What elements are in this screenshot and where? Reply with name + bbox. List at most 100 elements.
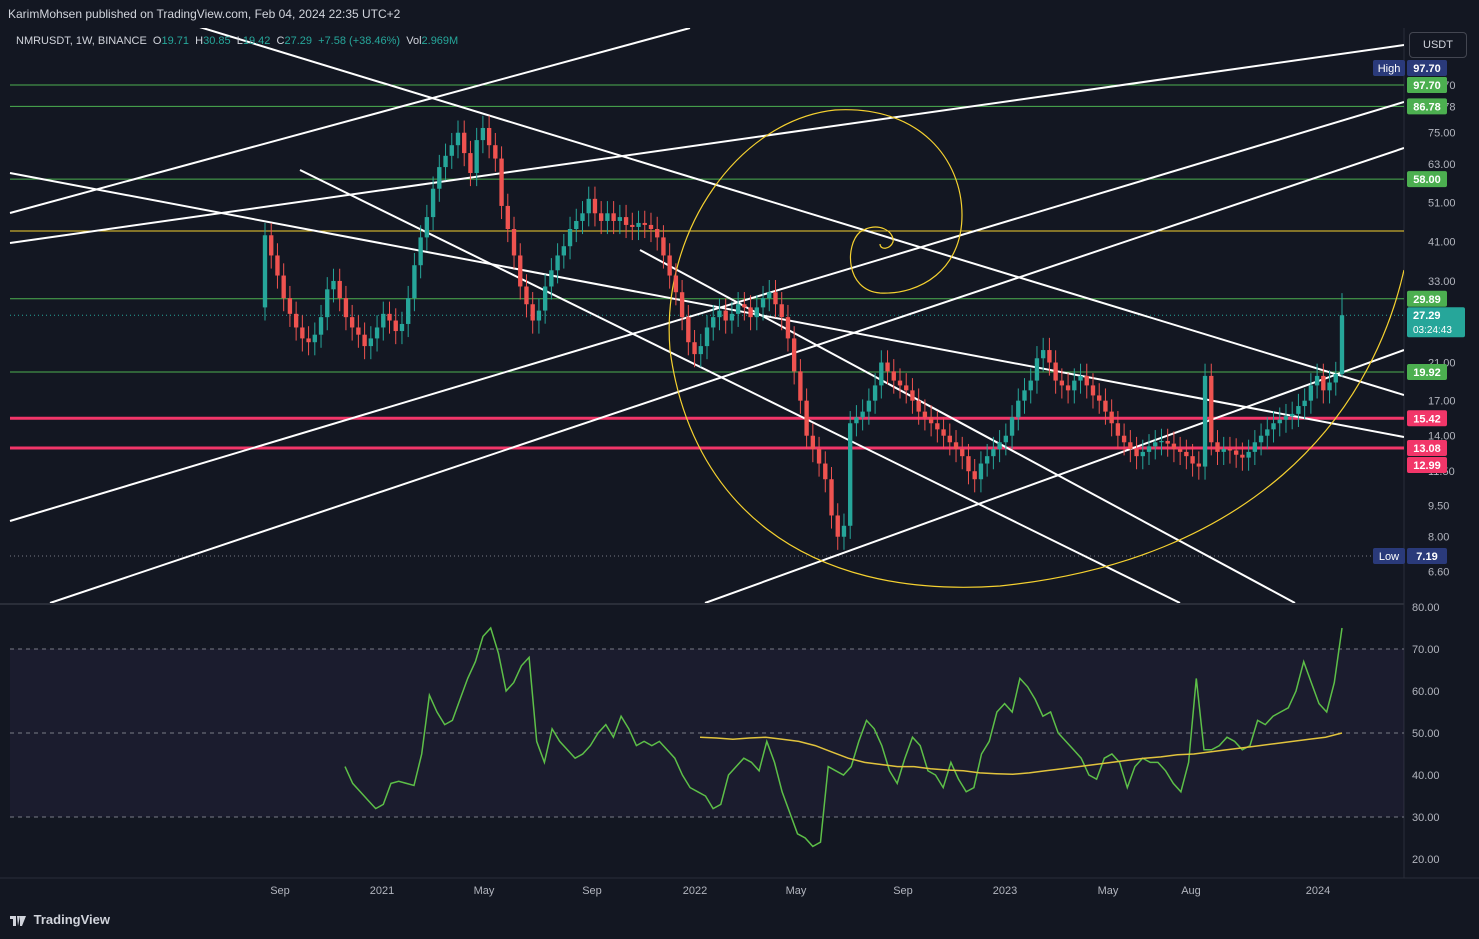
candle-body [368, 338, 374, 347]
price-tick-label: 75.00 [1428, 128, 1456, 140]
rsi-tick-label: 80.00 [1412, 602, 1440, 614]
candle-body [1084, 375, 1089, 386]
candle-body [393, 320, 398, 332]
candle-body [922, 411, 928, 418]
trend-line [299, 169, 1181, 603]
candle-body [611, 213, 616, 221]
candle-body [449, 145, 454, 156]
candle-body [1171, 443, 1177, 450]
time-tick-label: 2023 [993, 885, 1017, 897]
candle-body [269, 235, 274, 256]
candle-body [1009, 417, 1015, 436]
candle-body [536, 310, 542, 321]
candle-body [816, 449, 822, 464]
trend-line [49, 147, 1404, 603]
candle-body [848, 423, 853, 526]
candle-body [1252, 442, 1258, 452]
candle-body [935, 423, 940, 430]
candle-body [891, 371, 896, 381]
candle-body [673, 275, 679, 293]
candle-body [661, 237, 666, 256]
time-tick-label: Sep [582, 885, 602, 897]
rsi-tick-label: 60.00 [1412, 686, 1440, 698]
candle-body [1059, 380, 1065, 386]
candle-body [1202, 375, 1208, 467]
candle-body [542, 286, 548, 311]
symbol-name[interactable]: NMRUSDT, 1W, BINANCE [16, 35, 147, 47]
time-tick-label: May [786, 885, 807, 897]
candle-body [468, 153, 473, 174]
price-tag [1407, 60, 1447, 76]
candle-body [642, 222, 647, 225]
candle-body [374, 327, 380, 339]
candle-body [430, 188, 436, 218]
candle-body [1121, 435, 1127, 443]
candle-body [1290, 413, 1295, 417]
price-tag [1407, 307, 1465, 338]
candle-body [287, 298, 293, 314]
tradingview-logo[interactable]: TradingView [10, 912, 110, 927]
candle-body [1003, 435, 1009, 443]
candle-body [854, 417, 859, 424]
candle-body [872, 385, 878, 401]
candle-body [306, 338, 311, 343]
candle-body [791, 338, 797, 372]
time-tick-label: 2024 [1306, 885, 1330, 897]
trend-line [9, 28, 691, 214]
candle-body [735, 304, 741, 314]
symbol-legend[interactable]: NMRUSDT, 1W, BINANCE O19.71 H30.85 L19.4… [16, 35, 458, 47]
candle-body [698, 346, 703, 355]
close-label: C [276, 35, 285, 47]
level-price-tag-label: 29.89 [1413, 294, 1441, 306]
level-price-tag [1407, 410, 1447, 427]
candle-body [692, 342, 697, 355]
candle-body [1196, 463, 1201, 467]
candle-body [823, 463, 828, 480]
time-tick-label: 2021 [370, 885, 394, 897]
candle-body [343, 298, 349, 318]
currency-button[interactable]: USDT [1409, 32, 1467, 58]
candle-body [1258, 435, 1264, 443]
candle-body [804, 400, 809, 436]
price-tag [1407, 457, 1447, 473]
rsi-tick-label: 20.00 [1412, 854, 1440, 866]
low-value: 19.42 [242, 35, 271, 47]
time-tick-label: Aug [1181, 885, 1201, 897]
candle-body [742, 304, 747, 308]
candle-body [723, 310, 728, 321]
candle-body [1128, 442, 1133, 450]
candle-body [729, 313, 735, 321]
time-tick-label: Sep [270, 885, 290, 897]
candle-body [773, 292, 778, 305]
candle-body [262, 235, 268, 308]
candle-body [779, 304, 784, 318]
candle-body [754, 307, 759, 318]
candle-body [455, 132, 461, 146]
price-tag-label: 12.99 [1413, 460, 1441, 472]
level-price-tag-label: 15.42 [1413, 413, 1441, 425]
candle-body [406, 298, 411, 324]
candle-body [748, 307, 753, 318]
candle-body [623, 217, 629, 225]
volume-value: 2.969M [421, 35, 459, 47]
candle-body [318, 317, 324, 335]
rsi-tick-label: 70.00 [1412, 644, 1440, 656]
candle-body [592, 198, 598, 214]
candle-body [835, 515, 840, 537]
time-tick-label: Sep [893, 885, 913, 897]
trend-line [199, 28, 1404, 396]
price-tag-label: 97.70 [1413, 80, 1441, 92]
price-tick-label: 17.00 [1428, 396, 1456, 408]
candle-body [561, 246, 566, 256]
candle-body [362, 334, 367, 347]
candle-body [486, 127, 492, 146]
candle-body [841, 525, 847, 537]
drawings-group [9, 28, 1404, 603]
level-price-tag [1407, 171, 1447, 188]
candle-body [953, 442, 959, 450]
candle-body [897, 380, 903, 386]
candle-body [810, 435, 816, 450]
price-tick-label: 8.00 [1428, 532, 1449, 544]
candle-body [1184, 451, 1189, 457]
